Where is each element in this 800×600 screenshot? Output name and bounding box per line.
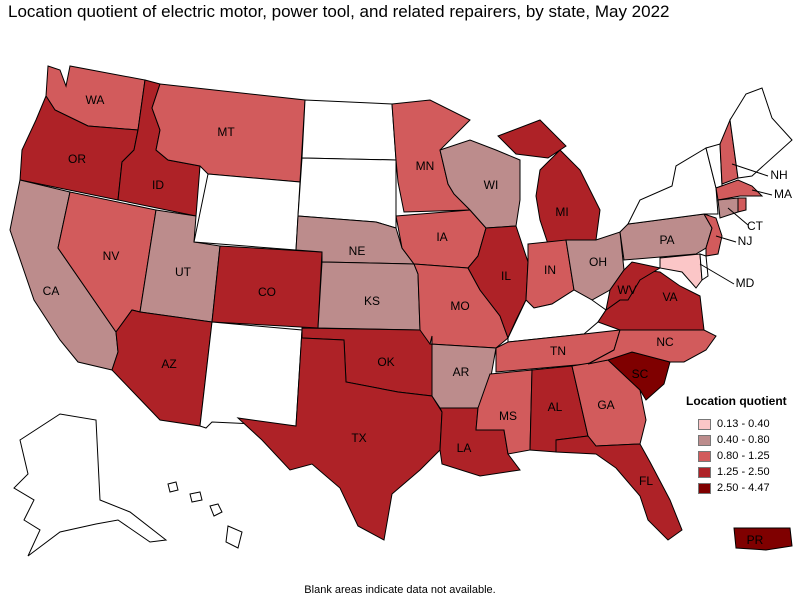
state-nc[interactable]: [587, 329, 717, 365]
label-al: AL: [548, 400, 563, 414]
label-nj: NJ: [738, 234, 753, 248]
legend-item: 0.80 - 1.25: [686, 448, 796, 464]
legend-label: 0.40 - 0.80: [717, 434, 770, 446]
label-ut: UT: [175, 265, 192, 279]
label-mo: MO: [450, 299, 469, 313]
state-ak[interactable]: [13, 413, 168, 557]
state-tx[interactable]: [236, 329, 443, 541]
label-ar: AR: [453, 365, 470, 379]
legend-label: 0.80 - 1.25: [717, 450, 770, 462]
label-nv: NV: [103, 249, 120, 263]
state-labels: WA OR CA ID NV MT UT AZ CO NE KS OK TX M…: [43, 93, 792, 547]
label-nc: NC: [656, 335, 674, 349]
label-ia: IA: [436, 230, 447, 244]
label-ms: MS: [499, 409, 517, 423]
legend: Location quotient 0.13 - 0.40 0.40 - 0.8…: [686, 394, 796, 496]
label-il: IL: [501, 269, 511, 283]
label-ma: MA: [774, 187, 792, 201]
leader-line-nj: [715, 235, 737, 243]
label-mt: MT: [217, 125, 235, 139]
state-nd[interactable]: [301, 99, 397, 161]
label-ks: KS: [364, 294, 380, 308]
label-ok: OK: [377, 355, 394, 369]
legend-item: 2.50 - 4.47: [686, 480, 796, 496]
legend-swatch: [698, 450, 711, 462]
legend-item: 0.40 - 0.80: [686, 432, 796, 448]
state-nj[interactable]: [702, 213, 723, 257]
label-tx: TX: [351, 431, 366, 445]
legend-swatch: [698, 434, 711, 446]
label-mi: MI: [555, 205, 568, 219]
label-ga: GA: [597, 398, 614, 412]
label-nh: NH: [770, 168, 787, 182]
label-va: VA: [662, 290, 677, 304]
state-nm[interactable]: [199, 321, 303, 429]
label-ca: CA: [43, 284, 60, 298]
map-title: Location quotient of electric motor, pow…: [8, 2, 670, 21]
label-or: OR: [68, 152, 86, 166]
label-oh: OH: [589, 255, 607, 269]
label-md: MD: [736, 276, 755, 290]
label-mn: MN: [416, 159, 435, 173]
leader-lines: [699, 163, 773, 285]
label-pa: PA: [659, 233, 674, 247]
label-wi: WI: [484, 178, 499, 192]
state-wy[interactable]: [193, 173, 301, 251]
state-hi[interactable]: [167, 481, 243, 549]
leader-line-ct: [727, 207, 749, 226]
state-de[interactable]: [699, 253, 709, 281]
label-la: LA: [457, 441, 472, 455]
label-ne: NE: [349, 244, 366, 258]
label-ct: CT: [747, 219, 764, 233]
legend-label: 1.25 - 2.50: [717, 466, 770, 478]
legend-swatch: [698, 482, 711, 494]
legend-swatch: [698, 418, 711, 430]
legend-label: 0.13 - 0.40: [717, 418, 770, 430]
legend-title: Location quotient: [686, 394, 787, 408]
leader-line-nh: [731, 163, 769, 177]
label-pr: PR: [747, 533, 764, 547]
footnote: Blank areas indicate data not available.: [304, 584, 496, 596]
state-pr[interactable]: [733, 527, 793, 551]
legend-item: 0.13 - 0.40: [686, 416, 796, 432]
label-wv: WV: [617, 283, 636, 297]
label-wa: WA: [86, 93, 105, 107]
leader-line-md: [699, 263, 735, 285]
state-ny[interactable]: [627, 147, 719, 225]
label-id: ID: [152, 178, 164, 192]
state-me[interactable]: [729, 87, 793, 179]
leader-line-ma: [751, 189, 773, 196]
label-az: AZ: [161, 357, 176, 371]
legend-label: 2.50 - 4.47: [717, 482, 770, 494]
label-tn: TN: [550, 344, 566, 358]
label-sc: SC: [632, 367, 649, 381]
label-co: CO: [258, 285, 276, 299]
legend-item: 1.25 - 2.50: [686, 464, 796, 480]
label-in: IN: [544, 263, 556, 277]
legend-swatch: [698, 466, 711, 478]
state-ri[interactable]: [737, 197, 747, 213]
state-fl[interactable]: [555, 435, 683, 541]
label-fl: FL: [639, 474, 653, 488]
